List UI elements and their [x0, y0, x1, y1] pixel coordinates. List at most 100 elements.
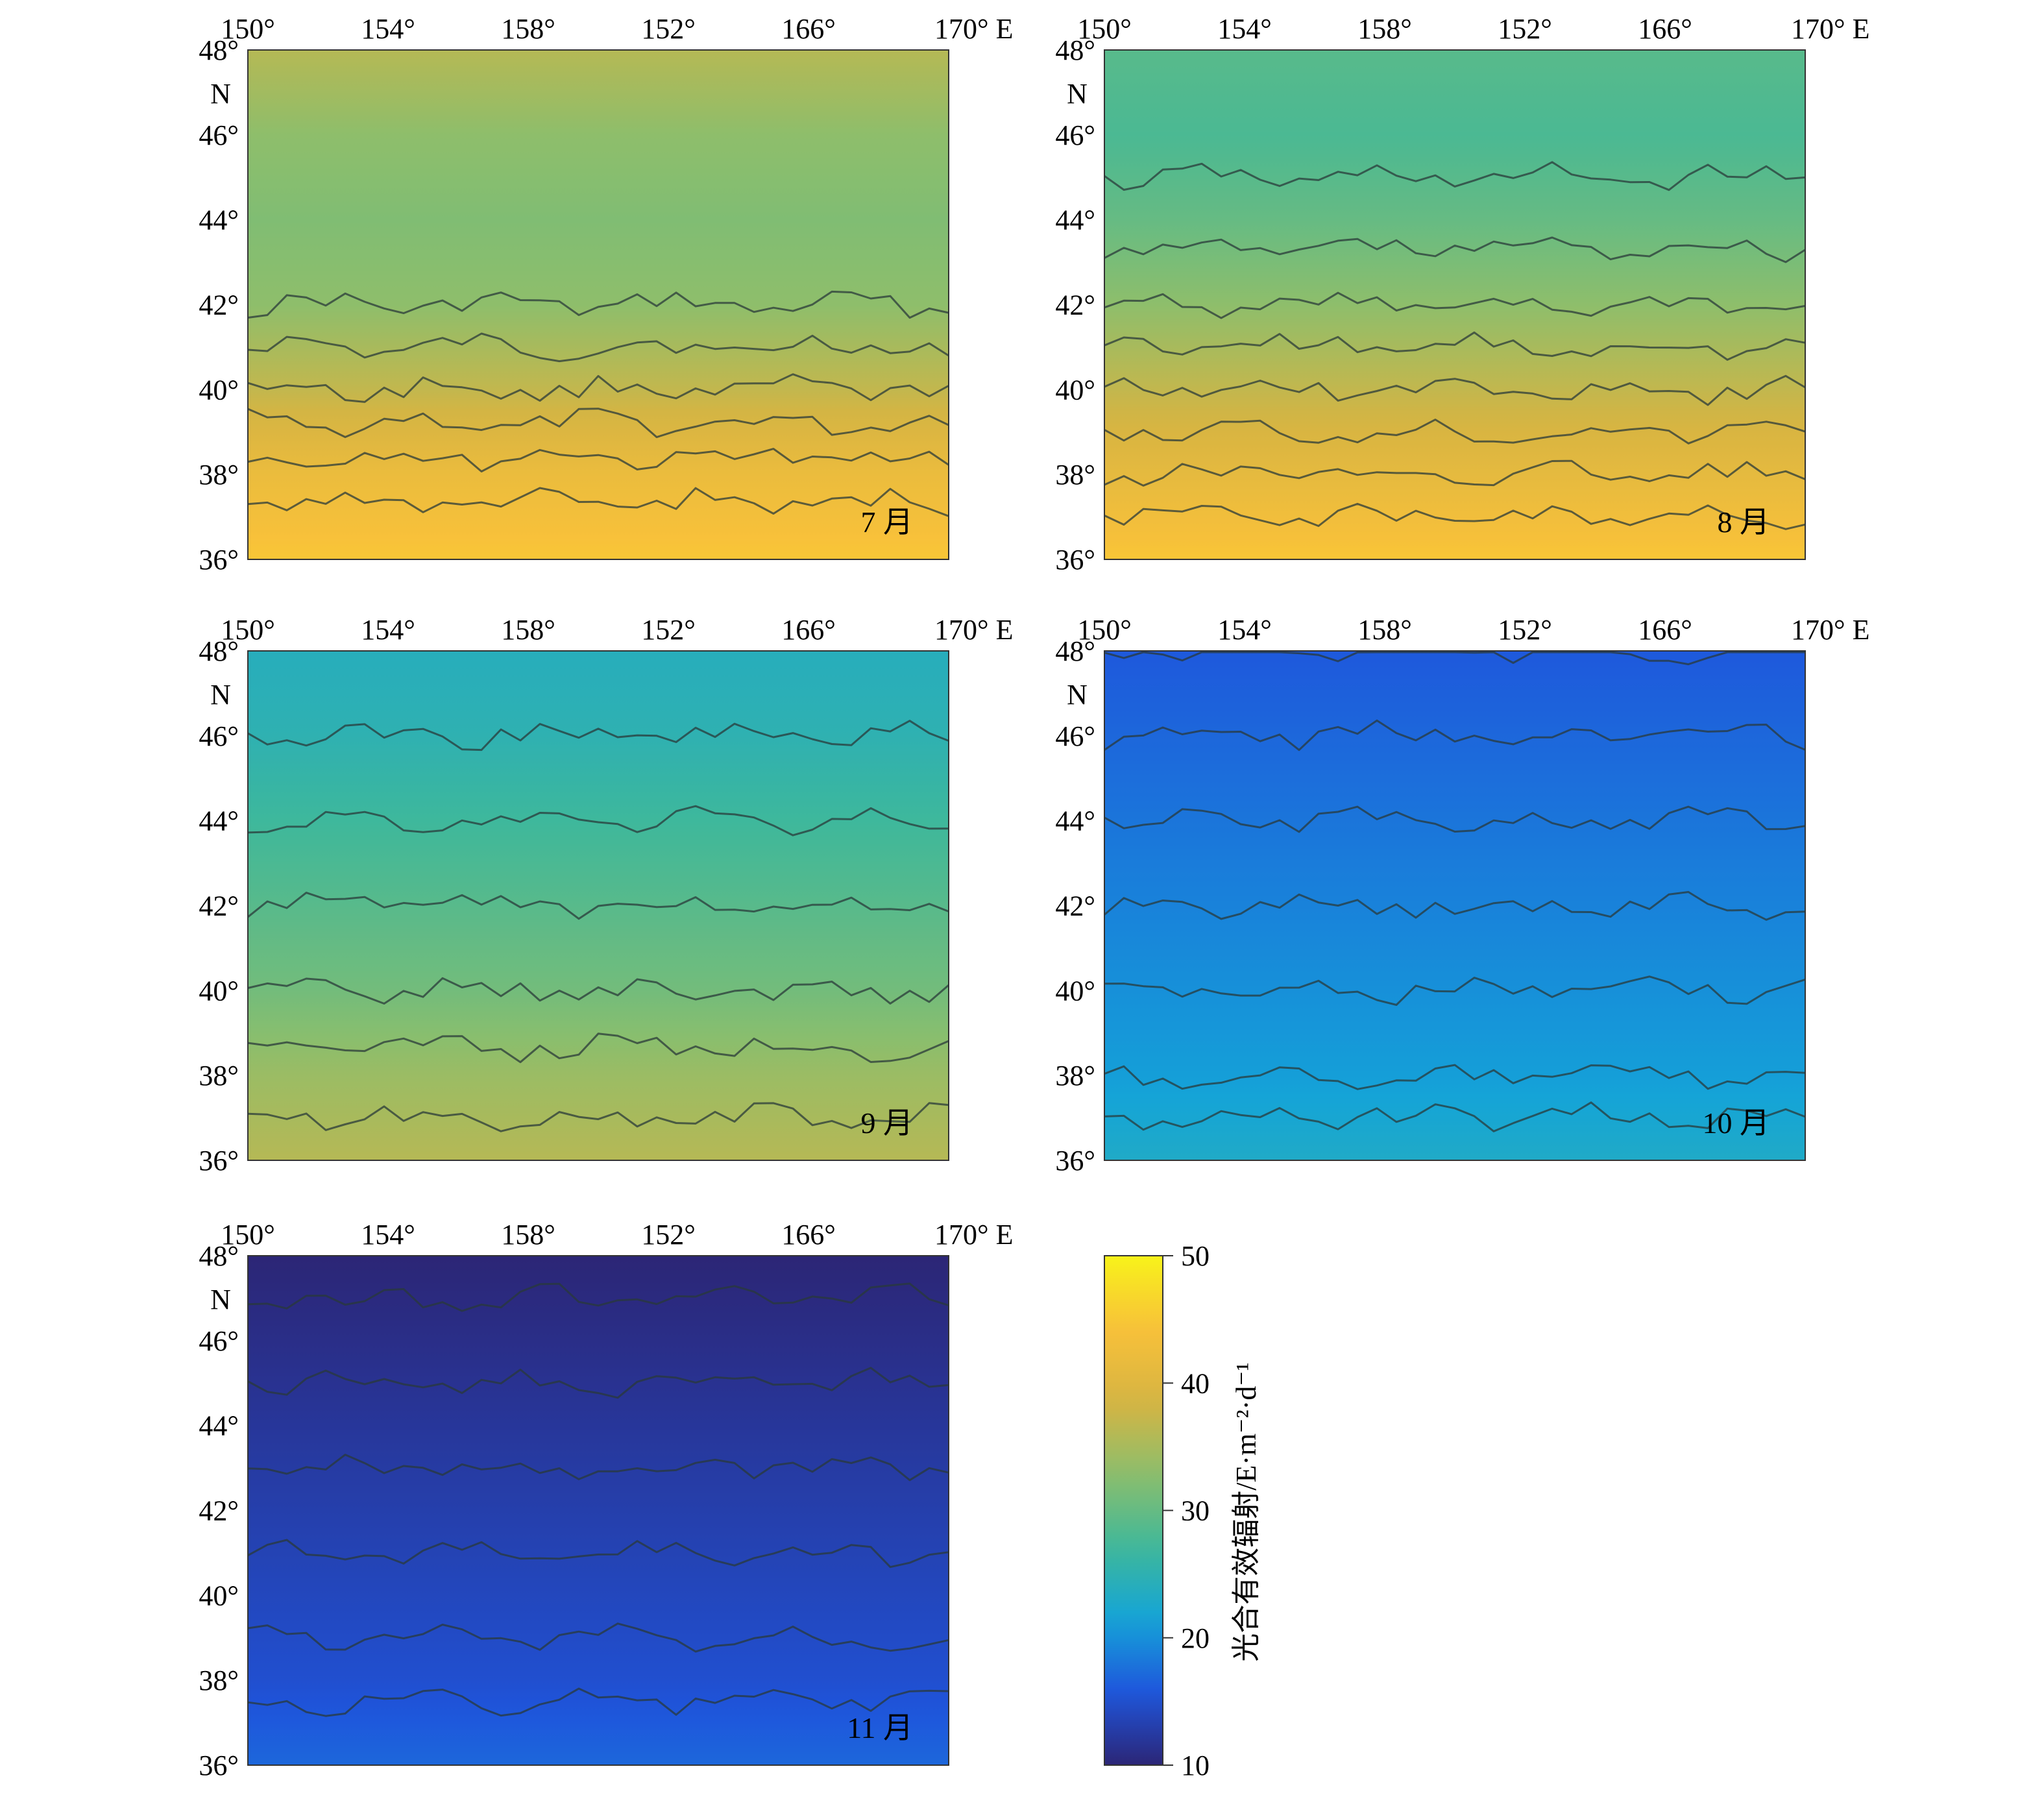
contour-line: [1104, 419, 1806, 445]
colorbar-tick-label: 20: [1181, 1622, 1210, 1654]
y-tick-label: 46°: [1055, 720, 1095, 752]
y-tick-label: 38°: [199, 1665, 239, 1696]
month-label: 10 月: [1703, 1106, 1770, 1140]
y-tick-label: 48°: [1055, 34, 1095, 66]
contour-line: [1104, 502, 1806, 530]
contour-line: [247, 1454, 949, 1482]
contour-line: [1104, 975, 1806, 1006]
contour-line: [247, 373, 949, 403]
contour-line: [1104, 891, 1806, 921]
contour-line: [247, 408, 949, 439]
x-tick-label: 152°: [1498, 13, 1552, 45]
y-tick-label: 40°: [1055, 975, 1095, 1007]
x-tick-label: 166°: [1638, 13, 1692, 45]
contour-line: [247, 892, 949, 920]
y-tick-label: 42°: [1055, 890, 1095, 922]
colorbar-tick-label: 10: [1181, 1750, 1210, 1781]
contour-line: [1104, 459, 1806, 487]
y-tick-label: 44°: [1055, 204, 1095, 236]
y-tick-label: 48°: [1055, 635, 1095, 667]
x-tick-label: 170° E: [934, 614, 1013, 646]
x-tick-label: 158°: [501, 614, 555, 646]
y-axis-unit: N: [1067, 679, 1088, 711]
month-label: 8 月: [1718, 506, 1770, 539]
y-tick-label: 42°: [1055, 289, 1095, 321]
contour-line: [1104, 331, 1806, 361]
x-tick-label: 152°: [641, 13, 696, 45]
contour-line: [247, 448, 949, 472]
contour-line: [1104, 719, 1806, 751]
x-tick-label: 154°: [361, 614, 415, 646]
contour-line: [247, 1687, 949, 1717]
contour-line: [1104, 236, 1806, 263]
y-tick-label: 36°: [1055, 544, 1095, 576]
y-tick-label: 36°: [199, 1145, 239, 1177]
x-tick-label: 152°: [641, 614, 696, 646]
contour-line: [1104, 1101, 1806, 1132]
y-tick-label: 38°: [1055, 1060, 1095, 1092]
y-tick-label: 44°: [199, 805, 239, 837]
contour-line: [247, 290, 949, 319]
y-axis-unit: N: [210, 1284, 231, 1315]
contour-line: [247, 1539, 949, 1569]
contour-line: [1104, 1064, 1806, 1090]
heatmap-field: [1104, 650, 1806, 1161]
y-tick-label: 42°: [199, 289, 239, 321]
x-tick-label: 166°: [1638, 614, 1692, 646]
x-tick-label: 170° E: [934, 1219, 1013, 1251]
y-tick-label: 44°: [199, 1410, 239, 1442]
y-tick-label: 46°: [199, 720, 239, 752]
contour-line: [1104, 805, 1806, 833]
y-tick-label: 48°: [199, 34, 239, 66]
x-tick-label: 170° E: [934, 13, 1013, 45]
colorbar-tick-label: 40: [1181, 1367, 1210, 1399]
x-tick-label: 154°: [361, 1219, 415, 1251]
month-label: 11 月: [847, 1711, 913, 1744]
contour-line: [247, 332, 949, 363]
x-tick-label: 158°: [501, 13, 555, 45]
x-tick-label: 150°: [221, 13, 275, 45]
panel-november: 150° 154° 158° 152° 166° 170° E 48° 46° 44° 42° 40…: [199, 1219, 1013, 1781]
y-axis-unit: N: [210, 679, 231, 711]
x-tick-label: 166°: [781, 1219, 836, 1251]
contour-line: [1104, 291, 1806, 319]
contour-line: [247, 720, 949, 751]
heatmap-field: [247, 49, 949, 560]
y-tick-label: 38°: [1055, 459, 1095, 491]
contour-line: [1104, 651, 1805, 666]
y-tick-label: 48°: [199, 635, 239, 667]
panel-september: 150° 154° 158° 152° 166° 170° E 48° 46° 44° 42° 40…: [199, 614, 1013, 1177]
y-tick-label: 42°: [199, 890, 239, 922]
x-tick-label: 154°: [1217, 614, 1272, 646]
heatmap-field: [1104, 49, 1806, 560]
y-tick-label: 40°: [199, 374, 239, 406]
contour-line: [247, 487, 949, 517]
contour-line: [247, 977, 949, 1005]
colorbar: 50 40 30 20 10 光合有效辐射/E·m⁻²·d⁻¹: [1104, 1240, 1262, 1781]
panel-august: 150° 154° 158° 152° 166° 170° E 48° 46° 44° 42° 40…: [1055, 13, 1869, 576]
x-tick-label: 158°: [1357, 13, 1412, 45]
contour-line: [247, 1032, 949, 1064]
colorbar-gradient: [1104, 1255, 1163, 1766]
y-tick-label: 44°: [199, 204, 239, 236]
y-tick-label: 40°: [1055, 374, 1095, 406]
contour-line: [1104, 161, 1806, 191]
y-tick-label: 36°: [1055, 1145, 1095, 1177]
x-tick-label: 150°: [221, 614, 275, 646]
y-axis-unit: N: [210, 78, 231, 110]
contour-line: [247, 1282, 949, 1312]
y-tick-label: 42°: [199, 1495, 239, 1527]
x-tick-label: 158°: [501, 1219, 555, 1251]
contour-line: [247, 805, 949, 836]
x-tick-label: 166°: [781, 13, 836, 45]
x-tick-label: 166°: [781, 614, 836, 646]
month-label: 7 月: [861, 506, 914, 539]
x-tick-label: 150°: [221, 1219, 275, 1251]
x-tick-label: 150°: [1077, 13, 1132, 45]
y-tick-label: 40°: [199, 1580, 239, 1611]
contour-line: [247, 1622, 949, 1653]
x-tick-label: 152°: [1498, 614, 1552, 646]
colorbar-label: 光合有效辐射/E·m⁻²·d⁻¹: [1230, 1362, 1262, 1661]
x-tick-label: 152°: [641, 1219, 696, 1251]
